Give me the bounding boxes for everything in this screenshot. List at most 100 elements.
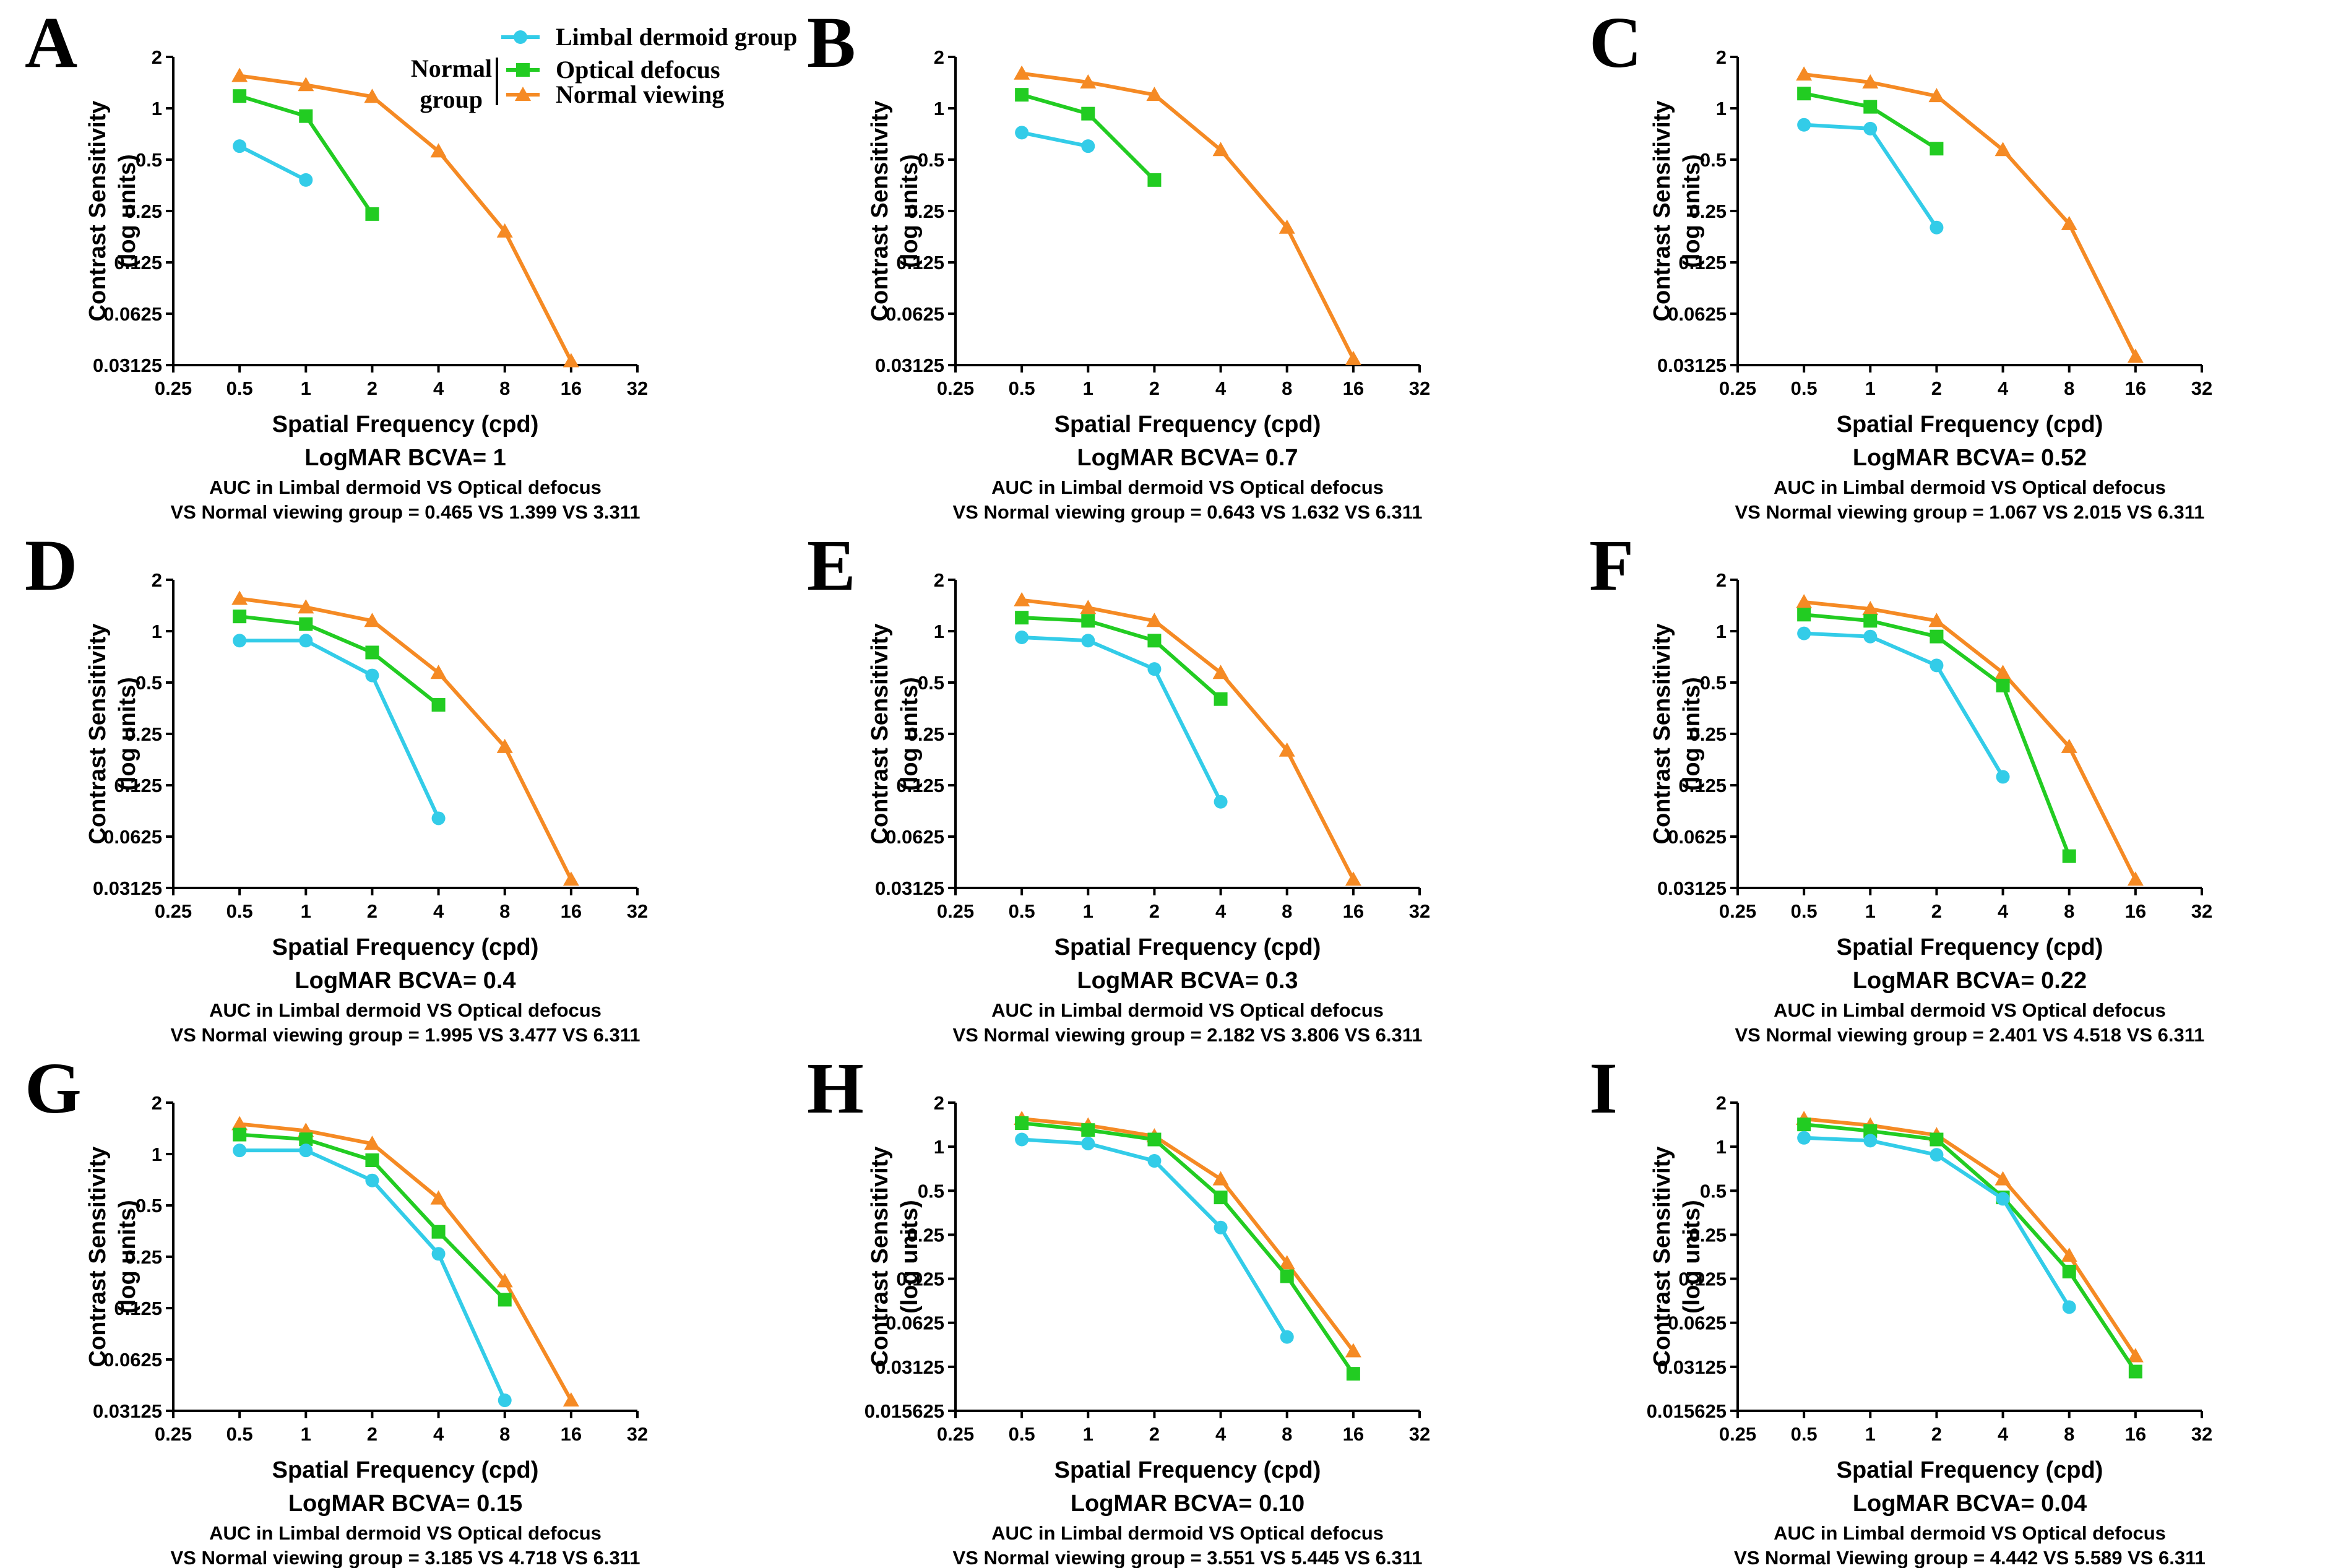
data-point-optical (1280, 1269, 1294, 1283)
y-tick-label: 2 (152, 569, 162, 591)
series-normal (1014, 592, 1361, 886)
series-line-limbal (1804, 631, 2005, 778)
y-axis-title: Contrast Sensitivity (85, 101, 111, 322)
data-point-normal (1146, 87, 1163, 101)
y-tick-label: 0.125 (114, 252, 162, 274)
panel-letter: C (1589, 2, 1642, 83)
data-point-normal (364, 1135, 381, 1150)
x-tick-label: 4 (1215, 1423, 1227, 1445)
x-tick-label: 32 (1409, 1423, 1430, 1445)
x-tick-label: 8 (499, 1423, 510, 1445)
bcva-label: LogMAR BCVA= 0.22 (1853, 968, 2087, 994)
data-point-normal (1014, 592, 1030, 606)
y-tick-label: 0.03125 (1657, 355, 1727, 376)
data-point-normal (364, 613, 381, 627)
y-tick-label: 2 (934, 1092, 944, 1114)
y-axis-title: Contrast Sensitivity (867, 1147, 893, 1368)
series-limbal (1797, 626, 2010, 784)
data-point-limbal (299, 634, 313, 648)
y-tick-label: 1 (1716, 98, 1727, 119)
x-tick-label: 0.25 (937, 377, 974, 399)
series-optical (233, 610, 446, 712)
auc-label-line2: VS Normal viewing group = 0.465 VS 1.399… (170, 501, 640, 523)
x-axis-title: Spatial Frequency (cpd) (1054, 1457, 1321, 1483)
data-point-limbal (1797, 626, 1811, 640)
x-tick-label: 8 (499, 377, 510, 399)
y-tick-label: 0.25 (1689, 200, 1727, 222)
y-axis-title: Contrast Sensitivity (867, 101, 893, 322)
data-point-optical (2062, 1264, 2076, 1278)
data-point-limbal (1015, 630, 1029, 644)
x-tick-label: 0.5 (1009, 377, 1035, 399)
data-point-limbal (1280, 1330, 1294, 1344)
auc-label-line2: VS Normal viewing group = 1.995 VS 3.477… (170, 1024, 640, 1046)
data-point-normal (496, 223, 513, 238)
bcva-label: LogMAR BCVA= 0.3 (1077, 968, 1298, 994)
panel-letter: F (1589, 525, 1634, 606)
y-axis-subtitle: (log units) (1679, 1200, 1705, 1314)
chart-h: H 0.015625 0.03125 0.0625 0.125 0.25 0.5 1 2 0.25… (807, 1048, 1430, 1568)
data-point-normal (364, 88, 381, 103)
y-tick-label: 0.03125 (875, 1356, 944, 1378)
data-point-optical (1214, 1191, 1228, 1205)
x-tick-label: 16 (2125, 377, 2146, 399)
data-point-optical (1797, 1118, 1811, 1132)
auc-label-line2: VS Normal viewing group = 2.182 VS 3.806… (952, 1024, 1422, 1046)
legend-label-normal: Normal viewing (556, 80, 724, 108)
y-tick-label: 0.5 (1700, 149, 1727, 171)
x-tick-label: 32 (2191, 377, 2212, 399)
y-axis-title: Contrast Sensitivity (85, 624, 111, 845)
legend-marker-optical (516, 63, 530, 77)
y-tick-label: 0.25 (1689, 1224, 1727, 1246)
x-tick-label: 1 (1083, 1423, 1093, 1445)
x-axis-title: Spatial Frequency (cpd) (1054, 934, 1321, 960)
data-point-limbal (1081, 634, 1095, 648)
panel-g: G 0.03125 0.0625 0.125 0.25 0.5 1 2 0.25 0.5 1 2 4 8 1… (0, 1046, 782, 1568)
x-tick-label: 1 (1865, 1423, 1876, 1445)
y-tick-label: 0.03125 (1657, 1356, 1727, 1378)
series-normal (1796, 1111, 2144, 1363)
y-tick-label: 1 (152, 98, 162, 119)
x-tick-label: 2 (1149, 900, 1160, 922)
x-axis-title: Spatial Frequency (cpd) (272, 411, 539, 437)
data-point-normal (2061, 738, 2077, 753)
y-tick-label: 0.5 (918, 1180, 944, 1202)
data-point-optical (233, 89, 247, 103)
legend-label-limbal: Limbal dermoid group (556, 23, 797, 51)
x-tick-label: 0.25 (155, 377, 192, 399)
data-point-normal (1146, 613, 1163, 627)
panel-letter: G (25, 1048, 82, 1129)
data-point-limbal (365, 1173, 379, 1187)
auc-label-line2: VS Normal viewing group = 0.643 VS 1.632… (952, 501, 1422, 523)
data-point-optical (233, 610, 247, 624)
y-tick-label: 0.5 (918, 149, 944, 171)
x-tick-label: 0.25 (937, 1423, 974, 1445)
auc-label-line2: VS Normal viewing group = 2.401 VS 4.518… (1735, 1024, 2204, 1046)
data-point-limbal (431, 1247, 446, 1261)
data-point-optical (1015, 88, 1029, 102)
data-point-limbal (1930, 658, 1944, 673)
series-line-optical (1022, 616, 1222, 700)
x-tick-label: 0.25 (155, 900, 192, 922)
data-point-normal (1212, 142, 1229, 157)
y-tick-label: 0.25 (907, 200, 944, 222)
y-tick-label: 0.125 (1678, 1269, 1727, 1290)
data-point-limbal (1147, 662, 1162, 676)
y-tick-label: 0.25 (907, 723, 944, 745)
y-tick-label: 0.0625 (103, 826, 162, 848)
series-line-optical (1803, 613, 2071, 857)
x-tick-label: 32 (627, 1423, 648, 1445)
x-tick-label: 2 (1931, 1423, 1942, 1445)
y-tick-label: 0.03125 (1657, 877, 1727, 899)
x-tick-label: 0.25 (937, 900, 974, 922)
x-axis-title: Spatial Frequency (cpd) (1837, 1457, 2103, 1483)
panel-letter: H (807, 1048, 864, 1129)
y-tick-label: 0.03125 (875, 877, 944, 899)
data-point-optical (299, 617, 313, 631)
y-tick-label: 0.125 (896, 775, 944, 796)
y-tick-label: 0.125 (1678, 775, 1727, 796)
data-point-normal (496, 738, 513, 753)
data-point-normal (563, 1392, 579, 1407)
series-optical (1797, 608, 2076, 863)
y-axis-title: Contrast Sensitivity (1649, 101, 1675, 322)
